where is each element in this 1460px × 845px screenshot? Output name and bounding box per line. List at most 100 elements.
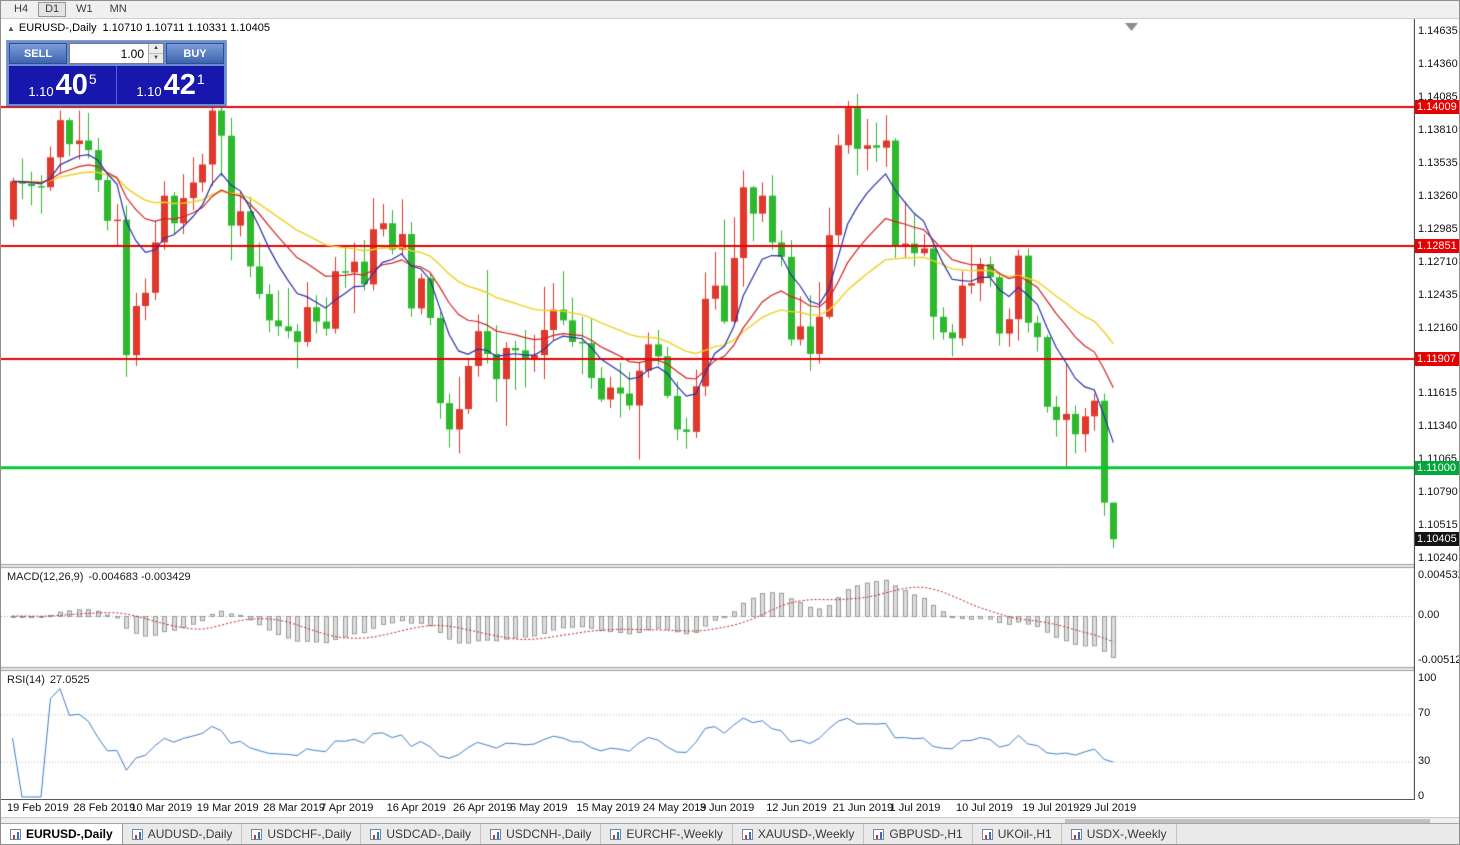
volume-stepper[interactable]: 1.00 ▲ ▼ [69,43,164,64]
chart-tab-label: USDCAD-,Daily [386,827,472,841]
chart-tab[interactable]: USDCNH-,Daily [481,824,602,844]
price-tick: 1.13260 [1418,189,1458,202]
price-level-badge: 1.12851 [1415,238,1459,253]
sell-price-display: 1.10 40 5 [9,66,117,104]
chart-tab[interactable]: UKOil-,H1 [973,824,1062,844]
sell-price-point: 5 [88,71,97,87]
macd-tick: 0.00 [1418,609,1440,621]
date-tick-label: 16 Apr 2019 [386,802,446,814]
timeframe-toolbar: H4 D1 W1 MN [1,1,1459,19]
chart-tab-icon [741,828,753,840]
chart-title: ▲ EURUSD-,Daily 1.10710 1.10711 1.10331 1.… [7,22,270,34]
price-tick: 1.13535 [1418,156,1458,169]
date-tick-label: 24 May 2019 [642,802,707,814]
price-axis[interactable]: 1.14635 1.14360 1.14085 1.13810 1.13535 1.132… [1415,19,1459,817]
price-tick: 1.10515 [1418,519,1458,532]
chart-tab[interactable]: XAUUSD-,Weekly [733,824,865,844]
sell-price-pips: 40 [55,69,88,101]
volume-up-icon[interactable]: ▲ [149,44,163,54]
date-tick-label: 7 Apr 2019 [320,802,374,814]
chart-tab-label: AUDUSD-,Daily [147,827,233,841]
chart-tab-bar: EURUSD-,Daily AUDUSD-,Daily USDCHF-,Daily U… [1,823,1459,844]
one-click-trading-panel: SELL 1.00 ▲ ▼ BUY 1.10 40 5 [7,41,226,106]
price-tick: 1.11340 [1418,420,1457,433]
date-tick-label: 10 Mar 2019 [130,802,193,814]
chart-tab-icon [10,828,21,840]
chart-tab[interactable]: GBPUSD-,H1 [864,824,973,844]
chart-tab-icon [490,828,502,840]
date-tick-label: 26 Apr 2019 [453,802,513,814]
volume-value[interactable]: 1.00 [120,47,144,61]
date-tick-label: 1 Jul 2019 [889,802,941,814]
collapse-panel-icon[interactable]: ▲ [7,24,15,33]
chart-tab-icon [251,828,263,840]
date-tick-label: 29 Jul 2019 [1079,802,1137,814]
sell-button[interactable]: SELL [9,43,67,64]
chart-ohlc-values: 1.10710 1.10711 1.10331 1.10405 [102,22,270,34]
chart-tab[interactable]: USDX-,Weekly [1062,824,1177,844]
chart-tab-icon [981,828,993,840]
buy-price-display: 1.10 42 1 [117,66,224,104]
price-chart-canvas[interactable] [1,19,1415,799]
price-level-badge: 1.14009 [1415,100,1459,115]
chart-tab-icon [610,828,622,840]
chart-tab-label: GBPUSD-,H1 [889,827,963,841]
date-tick-label: 28 Feb 2019 [73,802,136,814]
volume-spinner: ▲ ▼ [148,44,163,63]
price-tick: 1.12985 [1418,222,1458,235]
price-tick: 1.12160 [1418,321,1458,334]
chart-tab[interactable]: EURUSD-,Daily [1,824,123,844]
chart-tab-label: UKOil-,H1 [997,827,1052,841]
date-tick-label: 19 Mar 2019 [196,802,259,814]
timeframe-button-h4[interactable]: H4 [14,3,29,15]
price-tick: 1.14635 [1418,25,1458,37]
rsi-tick: 100 [1418,672,1437,684]
timeframe-button-d1[interactable]: D1 [38,2,67,17]
price-tick: 1.10790 [1418,486,1458,499]
date-tick-label: 21 Jun 2019 [832,802,894,814]
volume-down-icon[interactable]: ▼ [149,54,163,63]
price-tick: 1.10240 [1418,552,1458,564]
chart-tab-label: USDCNH-,Daily [506,827,592,841]
buy-price-pips: 42 [163,69,196,101]
chart-tab-label: USDCHF-,Daily [267,827,352,841]
chart-tab-label: EURCHF-,Weekly [626,827,723,841]
horizontal-scrollbar[interactable] [1,817,1459,823]
price-tick: 1.14085 [1418,90,1458,103]
date-tick-label: 19 Feb 2019 [7,802,69,814]
date-tick-label: 19 Jul 2019 [1022,802,1080,814]
buy-price-prefix: 1.10 [136,83,162,99]
chart-tab-label: USDX-,Weekly [1086,827,1167,841]
macd-tick: 0.004532 [1418,569,1459,581]
date-tick-label: 3 Jun 2019 [699,802,755,814]
date-axis[interactable]: 19 Feb 2019 28 Feb 2019 10 Mar 2019 19 Mar … [1,799,1415,817]
price-level-badge: 1.10405 [1415,532,1459,547]
buy-button[interactable]: BUY [166,43,224,64]
chart-tab[interactable]: USDCAD-,Daily [361,824,482,844]
price-tick: 1.12435 [1418,288,1458,301]
chart-tab[interactable]: AUDUSD-,Daily [123,824,243,844]
chart-tab-icon [1070,828,1082,840]
rsi-tick: 70 [1418,707,1431,720]
chart-tab-label: EURUSD-,Daily [26,827,113,841]
timeframe-button-mn[interactable]: MN [109,3,127,15]
timeframe-button-w1[interactable]: W1 [76,3,93,15]
chart-tab-label: XAUUSD-,Weekly [757,827,855,841]
date-tick-label: 15 May 2019 [576,802,640,814]
chart-tab[interactable]: EURCHF-,Weekly [601,824,733,844]
scrollbar-thumb[interactable] [1065,819,1430,823]
rsi-indicator-label: RSI(14) 27.0525 [7,674,90,686]
chart-plot-area: ▲ EURUSD-,Daily 1.10710 1.10711 1.10331 1.… [1,19,1415,817]
chart-tab-icon [131,828,143,840]
price-tick: 1.14360 [1418,57,1458,70]
price-tick: 1.12710 [1418,255,1458,268]
chart-frame: ▲ EURUSD-,Daily 1.10710 1.10711 1.10331 1.… [1,19,1459,817]
date-tick-label: 12 Jun 2019 [766,802,827,814]
price-level-badge: 1.11907 [1415,352,1459,367]
date-tick-label: 6 May 2019 [509,802,568,814]
price-level-badge: 1.11000 [1415,460,1459,475]
price-tick: 1.11615 [1418,387,1457,400]
chart-tab[interactable]: USDCHF-,Daily [242,824,362,844]
sell-price-prefix: 1.10 [28,83,54,99]
